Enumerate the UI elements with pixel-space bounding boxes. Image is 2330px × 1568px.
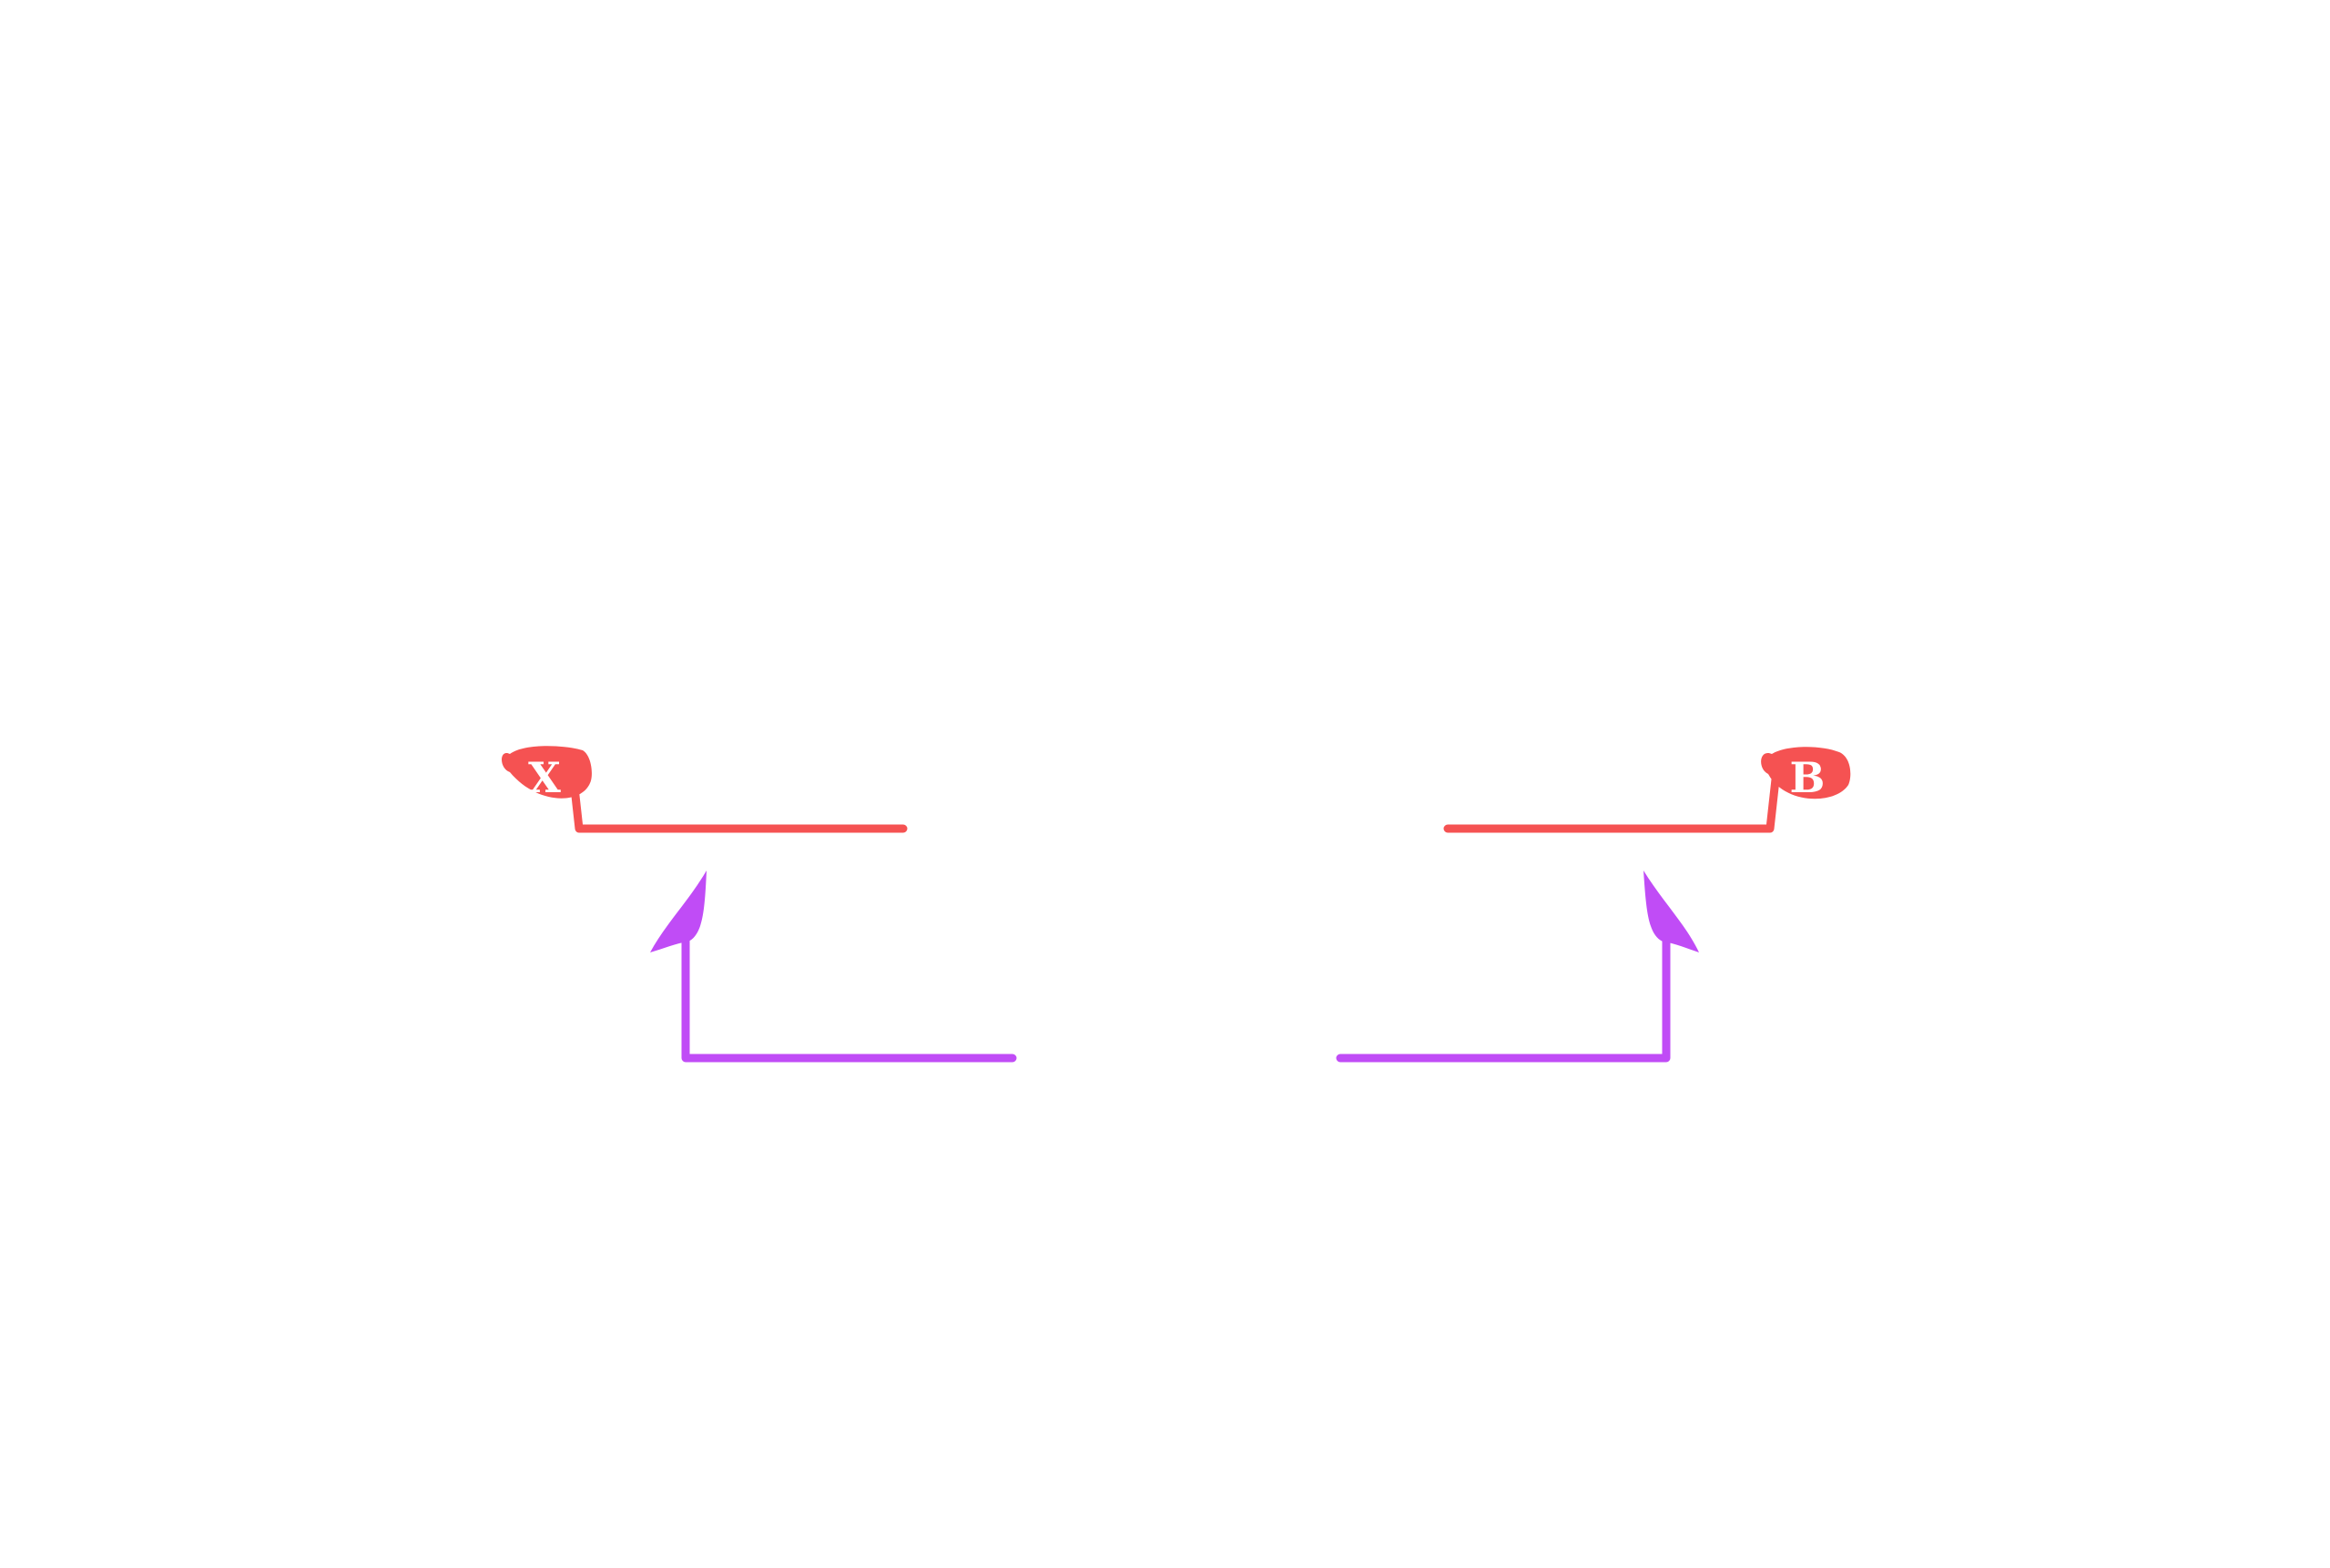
right-purple-arrow	[1336, 871, 1699, 1063]
node-b-label: B	[1790, 753, 1826, 802]
node-x-shape	[502, 746, 592, 799]
right-purple-arrow-line	[1336, 924, 1671, 1063]
node-x[interactable]: X	[502, 746, 592, 802]
left-purple-arrowhead	[650, 871, 707, 952]
left-purple-arrow-line	[681, 924, 1017, 1063]
left-purple-arrow	[650, 871, 1017, 1063]
right-purple-arrowhead	[1643, 871, 1699, 952]
node-b[interactable]: B	[1761, 747, 1851, 802]
right-red-line	[1443, 775, 1780, 833]
node-x-label: X	[528, 753, 561, 802]
node-b-shape	[1761, 747, 1851, 799]
